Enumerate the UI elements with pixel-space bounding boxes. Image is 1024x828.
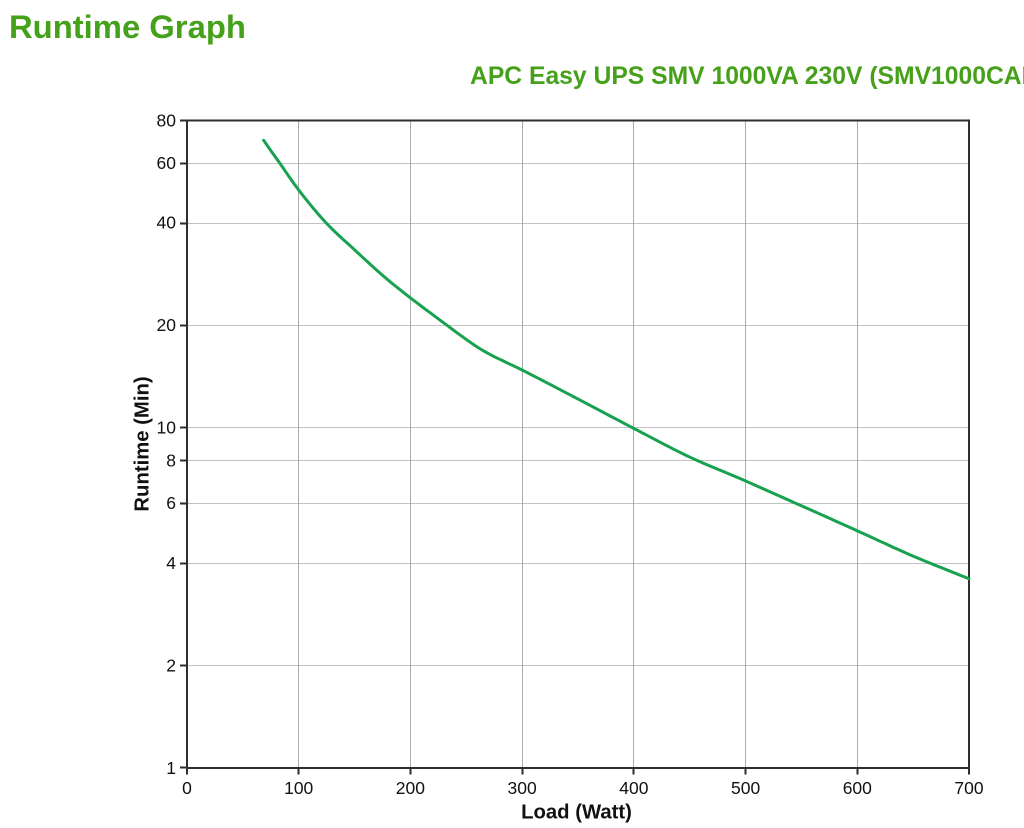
svg-text:700: 700 <box>954 778 983 798</box>
svg-text:100: 100 <box>284 778 313 798</box>
svg-text:80: 80 <box>157 110 177 130</box>
svg-text:60: 60 <box>157 153 177 173</box>
svg-text:1: 1 <box>166 758 176 778</box>
svg-text:0: 0 <box>182 778 192 798</box>
svg-text:8: 8 <box>166 451 176 471</box>
svg-text:4: 4 <box>166 553 176 573</box>
svg-text:Runtime (Min): Runtime (Min) <box>132 376 154 511</box>
svg-text:20: 20 <box>157 315 177 335</box>
svg-text:6: 6 <box>166 493 176 513</box>
svg-text:200: 200 <box>396 778 425 798</box>
svg-text:300: 300 <box>507 778 536 798</box>
svg-text:2: 2 <box>166 655 176 675</box>
svg-text:400: 400 <box>619 778 648 798</box>
svg-text:40: 40 <box>157 213 177 233</box>
svg-text:500: 500 <box>731 778 760 798</box>
svg-text:Load (Watt): Load (Watt) <box>521 801 632 823</box>
svg-text:10: 10 <box>157 418 177 438</box>
svg-text:600: 600 <box>843 778 872 798</box>
